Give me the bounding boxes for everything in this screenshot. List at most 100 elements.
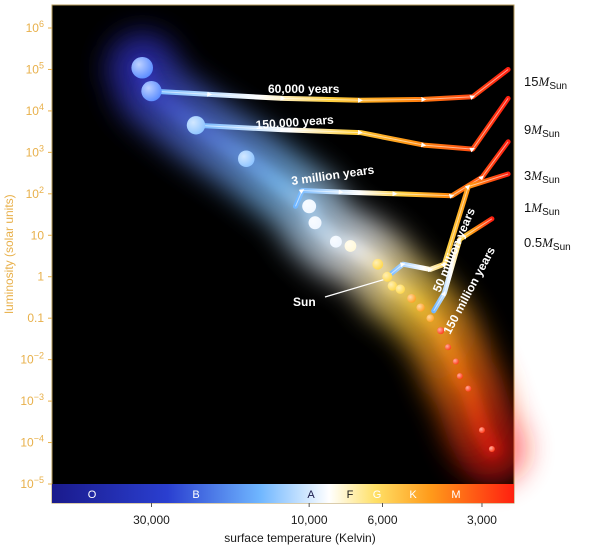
mass-subscript: Sun — [553, 242, 571, 253]
mass-subscript: Sun — [542, 207, 560, 218]
y-tick-label: 105 — [26, 60, 44, 76]
y-axis-label: luminosity (solar units) — [2, 194, 16, 313]
y-tick-base: 10 — [31, 228, 45, 242]
y-tick-exponent: 4 — [39, 102, 44, 112]
mass-value: 0.5 — [524, 235, 542, 250]
y-tick-label: 1 — [37, 270, 44, 284]
main-sequence-stars — [131, 56, 495, 452]
mass-symbol: M — [541, 235, 554, 250]
star-highlight-10 — [387, 281, 398, 291]
evolution-track-arrows-1 — [195, 98, 509, 153]
evolution-track-arrows-2 — [295, 141, 509, 207]
x-tick-label: 6,000 — [367, 513, 397, 527]
x-axis-label: surface temperature (Kelvin) — [224, 531, 375, 545]
star-highlight-4 — [302, 199, 317, 214]
mass-subscript: Sun — [542, 129, 560, 140]
y-tick-base: 1 — [37, 270, 44, 284]
y-tick-base: 10 — [20, 436, 34, 450]
x-tick-label: 3,000 — [467, 513, 497, 527]
spectral-class-K: K — [409, 489, 417, 501]
y-tick-label: 10−4 — [20, 434, 44, 450]
spectral-class-G: G — [373, 489, 382, 501]
y-tick-label: 0.1 — [27, 311, 44, 325]
y-tick-base: 10 — [20, 353, 34, 367]
spectral-class-A: A — [307, 489, 315, 501]
star-highlight-1 — [141, 80, 162, 102]
mass-symbol: M — [530, 122, 543, 137]
y-tick-base: 10 — [26, 145, 40, 159]
star-highlight-5 — [308, 216, 322, 230]
star-highlight-13 — [416, 303, 425, 312]
star-highlight-6 — [329, 235, 342, 248]
y-tick-exponent: 2 — [39, 185, 44, 195]
star-highlight-19 — [465, 385, 472, 392]
y-tick-base: 10 — [26, 187, 40, 201]
spectral-class-F: F — [347, 489, 354, 501]
x-tick-label: 10,000 — [291, 513, 328, 527]
y-tick-exponent: 3 — [39, 143, 44, 153]
mass-subscript: Sun — [542, 175, 560, 186]
x-tick-label: 30,000 — [133, 513, 170, 527]
star-highlight-8 — [372, 258, 384, 270]
spectral-class-O: O — [88, 489, 97, 501]
y-tick-label: 10−3 — [20, 392, 44, 408]
star-highlight-18 — [456, 373, 463, 380]
y-tick-exponent: −4 — [34, 434, 44, 444]
star-highlight-21 — [488, 445, 495, 452]
star-highlight-17 — [452, 358, 459, 365]
mass-value: 1 — [524, 200, 531, 215]
mass-symbol: M — [537, 74, 550, 89]
sun-label: Sun — [293, 295, 316, 309]
y-tick-exponent: −2 — [34, 351, 44, 361]
y-tick-base: 10 — [26, 104, 40, 118]
star-highlight-12 — [407, 294, 416, 303]
y-tick-base: 10 — [26, 62, 40, 76]
y-tick-label: 10−5 — [20, 475, 44, 491]
star-highlight-16 — [444, 344, 452, 351]
star-highlight-11 — [395, 284, 405, 294]
star-highlight-15 — [437, 327, 445, 335]
y-tick-base: 10 — [20, 477, 34, 491]
y-tick-label: 106 — [26, 19, 44, 35]
mass-label-0: 15MSun — [524, 74, 567, 92]
y-tick-label: 104 — [26, 102, 44, 118]
mass-symbol: M — [530, 168, 543, 183]
mass-value: 9 — [524, 122, 531, 137]
mass-symbol: M — [530, 200, 543, 215]
mass-label-1: 9MSun — [524, 122, 560, 140]
evolution-track-arrows-0 — [151, 69, 509, 103]
y-tick-base: 10 — [20, 394, 34, 408]
spectral-class-bar — [52, 484, 514, 503]
evolution-tracks — [149, 67, 511, 314]
mass-label-2: 3MSun — [524, 168, 560, 186]
mass-label-3: 1MSun — [524, 200, 560, 218]
star-highlight-20 — [478, 427, 485, 434]
mass-value: 3 — [524, 168, 531, 183]
star-highlight-0 — [131, 56, 154, 79]
y-tick-label: 10 — [31, 228, 45, 242]
star-highlight-3 — [237, 150, 255, 168]
y-tick-label: 10−2 — [20, 351, 44, 367]
star-highlight-7 — [344, 240, 357, 252]
evolution-track-arrows-3 — [387, 173, 509, 278]
spectral-class-B: B — [192, 489, 199, 501]
y-tick-exponent: 6 — [39, 19, 44, 29]
mass-label-4: 0.5MSun — [524, 235, 571, 253]
y-tick-exponent: 5 — [39, 60, 44, 70]
spectral-class-M: M — [451, 489, 460, 501]
sun-annotation: Sun — [293, 279, 384, 309]
sun-leader-line — [324, 279, 384, 298]
star-highlight-14 — [426, 314, 435, 323]
y-tick-label: 102 — [26, 185, 44, 201]
track-time-label-1: 150,000 years — [255, 113, 334, 132]
track-time-label-0: 60,000 years — [268, 82, 340, 96]
y-tick-base: 10 — [26, 21, 40, 35]
y-tick-label: 103 — [26, 143, 44, 159]
star-highlight-2 — [186, 116, 206, 135]
mass-value: 15 — [524, 74, 538, 89]
evolution-track-arrows-4 — [433, 218, 493, 312]
y-tick-exponent: −5 — [34, 475, 44, 485]
